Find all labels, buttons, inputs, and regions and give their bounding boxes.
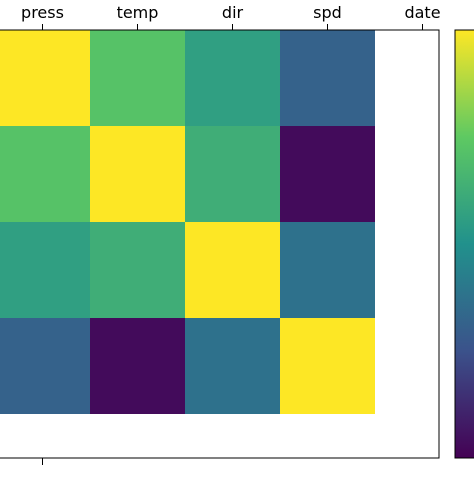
x-axis-tick-labels: press temp dir spd date [21,3,440,22]
plot-frame [0,29,440,459]
x-tick-label-spd: spd [313,3,342,22]
x-tick-label-date: date [404,3,440,22]
heatmap-cell-r1-c3 [280,126,375,222]
heatmap-cell-r3-c2 [185,318,280,414]
x-tick-label-press: press [21,3,64,22]
heatmap-cell-r0-c3 [280,30,375,126]
colorbar [454,29,474,459]
heatmap-cell-r1-c0 [0,126,90,222]
heatmap-cell-r2-c1 [90,222,185,318]
x-tick-label-dir: dir [222,3,244,22]
heatmap-cell-r1-c2 [185,126,280,222]
heatmap-cell-r0-c2 [185,30,280,126]
heatmap-cell-r2-c2 [185,222,280,318]
heatmap-cell-r0-c1 [90,30,185,126]
heatmap-cell-r3-c3 [280,318,375,414]
heatmap-cell-r1-c1 [90,126,185,222]
heatmap-cell-r0-c0 [0,30,90,126]
x-tick-label-temp: temp [117,3,159,22]
x-axis-ticks [42,24,423,30]
heatmap-cells [0,30,375,414]
heatmap-cell-r3-c1 [90,318,185,414]
heatmap-cell-r2-c3 [280,222,375,318]
heatmap-cell-r3-c0 [0,318,90,414]
heatmap-cell-r2-c0 [0,222,90,318]
